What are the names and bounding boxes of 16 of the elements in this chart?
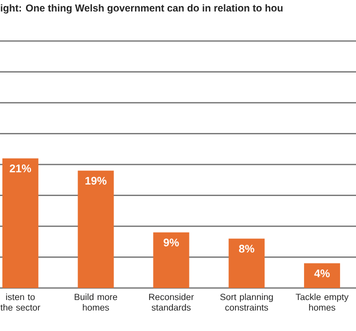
- x-tick-label: Sort planning constraints: [220, 294, 273, 311]
- x-tick-label: Reconsider standards: [149, 294, 194, 311]
- data-label: 4%: [314, 269, 330, 278]
- bar: [304, 263, 340, 288]
- bar: [228, 238, 265, 288]
- data-label: 8%: [239, 244, 254, 253]
- x-tick-label: Tackle empty homes: [296, 294, 349, 311]
- bar: [153, 232, 190, 288]
- data-label: 21%: [10, 164, 32, 172]
- x-tick-label: isten to the sector: [0, 294, 40, 311]
- bar: [78, 170, 114, 288]
- x-tick-label: Build more homes: [74, 294, 118, 311]
- chart-title: ight: One thing Welsh government can do in relation to hou: [0, 4, 283, 14]
- bar: [2, 158, 38, 288]
- data-label: 9%: [164, 238, 179, 246]
- data-label: 19%: [85, 176, 107, 185]
